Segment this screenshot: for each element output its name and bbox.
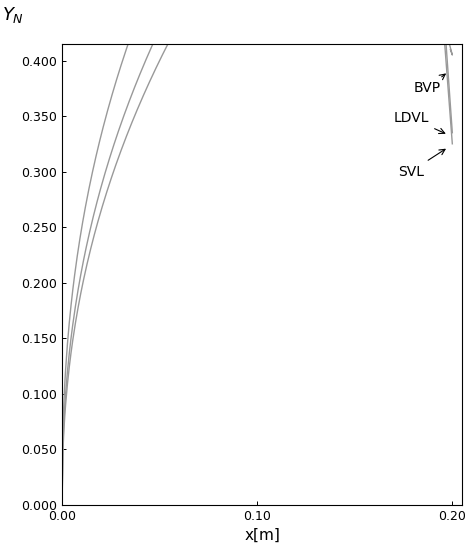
Text: SVL: SVL xyxy=(398,149,445,179)
Text: $Y_N$: $Y_N$ xyxy=(2,6,24,25)
X-axis label: x[m]: x[m] xyxy=(244,528,280,543)
Text: LDVL: LDVL xyxy=(394,111,445,134)
Text: BVP: BVP xyxy=(413,74,445,95)
